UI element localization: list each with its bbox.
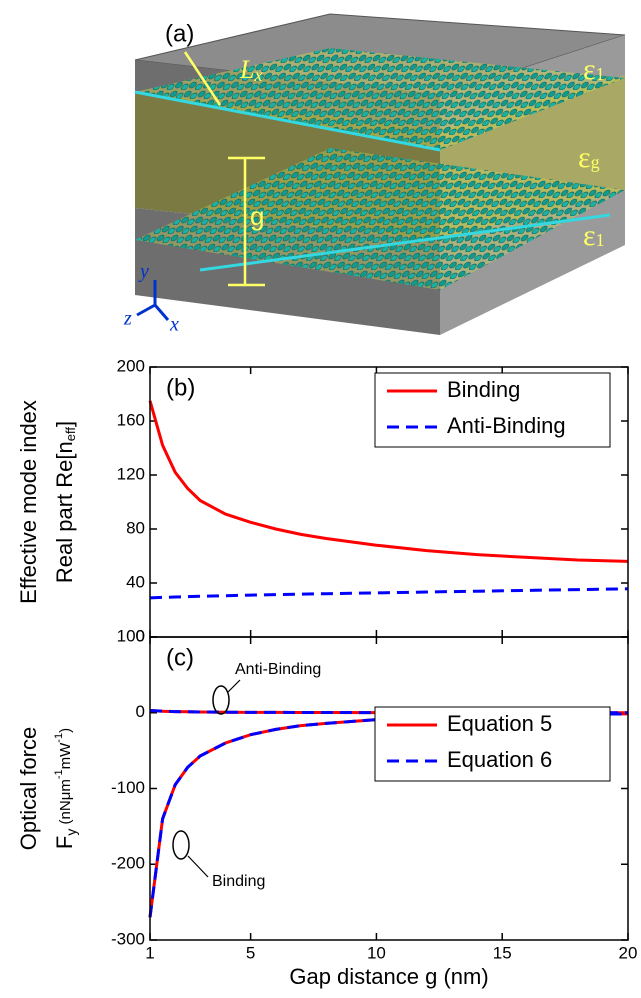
legend-label: Equation 6 [447, 747, 552, 772]
axis-label: y [138, 261, 149, 283]
annotation-arrow [227, 679, 241, 693]
y-axis-label-part: ) [57, 728, 74, 733]
legend-label: Binding [447, 377, 520, 402]
y-axis-label-part: F [52, 836, 77, 849]
schematic: (a) Lx ε1 εg ε1 g y z x [123, 13, 626, 336]
y-axis-label: Real part Re[neff] [52, 421, 79, 583]
y-axis-label: Fy (nNμm-1mW-1) [52, 728, 79, 849]
axis-label: x [169, 314, 179, 336]
y-axis-label-part: ] [52, 421, 77, 427]
y-tick-label: 160 [117, 410, 145, 429]
legend-label: Anti-Binding [447, 413, 566, 438]
y-axis-label-part: Real part Re[n [52, 441, 77, 583]
y-axis-label: Effective mode index [16, 400, 41, 604]
y-tick-label: 0 [136, 626, 145, 645]
lx-label: Lx [239, 55, 262, 85]
series-line [148, 400, 629, 563]
y-tick-label: 0 [136, 702, 145, 721]
annotation-ellipse [212, 685, 230, 715]
y-axis-label-part: eff [63, 427, 78, 442]
eps-label: εg [578, 141, 600, 174]
y-tick-label: -200 [111, 854, 145, 873]
axis-arrow [136, 303, 156, 317]
legend-label: Equation 5 [447, 711, 552, 736]
panel-label: (c) [166, 644, 194, 671]
plot-frame [149, 636, 629, 941]
annotation: Binding [212, 873, 265, 890]
legend-box [374, 706, 611, 782]
panel-label: (a) [165, 20, 194, 47]
y-tick-label: -300 [111, 929, 145, 948]
eps-label: ε1 [583, 219, 605, 252]
annotation-ellipse [172, 830, 190, 860]
y-tick-label: 40 [126, 572, 145, 591]
series-line [149, 587, 629, 600]
panel-label: (b) [166, 374, 195, 401]
lower-edge [199, 213, 611, 272]
y-axis-label-part: -1 [53, 769, 65, 779]
annotation-arrow [187, 855, 209, 878]
legend-box [374, 372, 611, 448]
lower-atoms [135, 148, 625, 290]
upper-atoms [135, 48, 625, 150]
gap-label: g [250, 201, 264, 231]
bottom-slab-side [440, 190, 625, 335]
y-tick-label: 120 [117, 464, 145, 483]
y-axis-label: Optical force [16, 727, 41, 851]
x-tick-label: 15 [493, 943, 512, 962]
y-tick-label: 200 [117, 356, 145, 375]
annotation: Anti-Binding [235, 661, 321, 678]
y-axis-label-part: mW [57, 742, 74, 769]
y-tick-label: 100 [117, 626, 145, 645]
x-axis-label: Gap distance g (nm) [289, 964, 488, 989]
x-tick-label: 20 [619, 943, 638, 962]
upper-edge [134, 90, 441, 152]
x-tick-label: 10 [367, 943, 386, 962]
y-tick-label: 80 [126, 518, 145, 537]
y-axis-label-part: -1 [53, 733, 65, 743]
axis-arrow [153, 304, 170, 321]
y-axis-label-part: y [63, 829, 79, 836]
eps-label: ε1 [583, 53, 605, 86]
lx-arrow [183, 51, 222, 106]
y-tick-label: -100 [111, 778, 145, 797]
x-tick-label: 1 [145, 943, 154, 962]
axis-label: z [123, 308, 132, 330]
x-tick-label: 5 [246, 943, 255, 962]
y-axis-label-part: (nNμm [57, 779, 74, 828]
